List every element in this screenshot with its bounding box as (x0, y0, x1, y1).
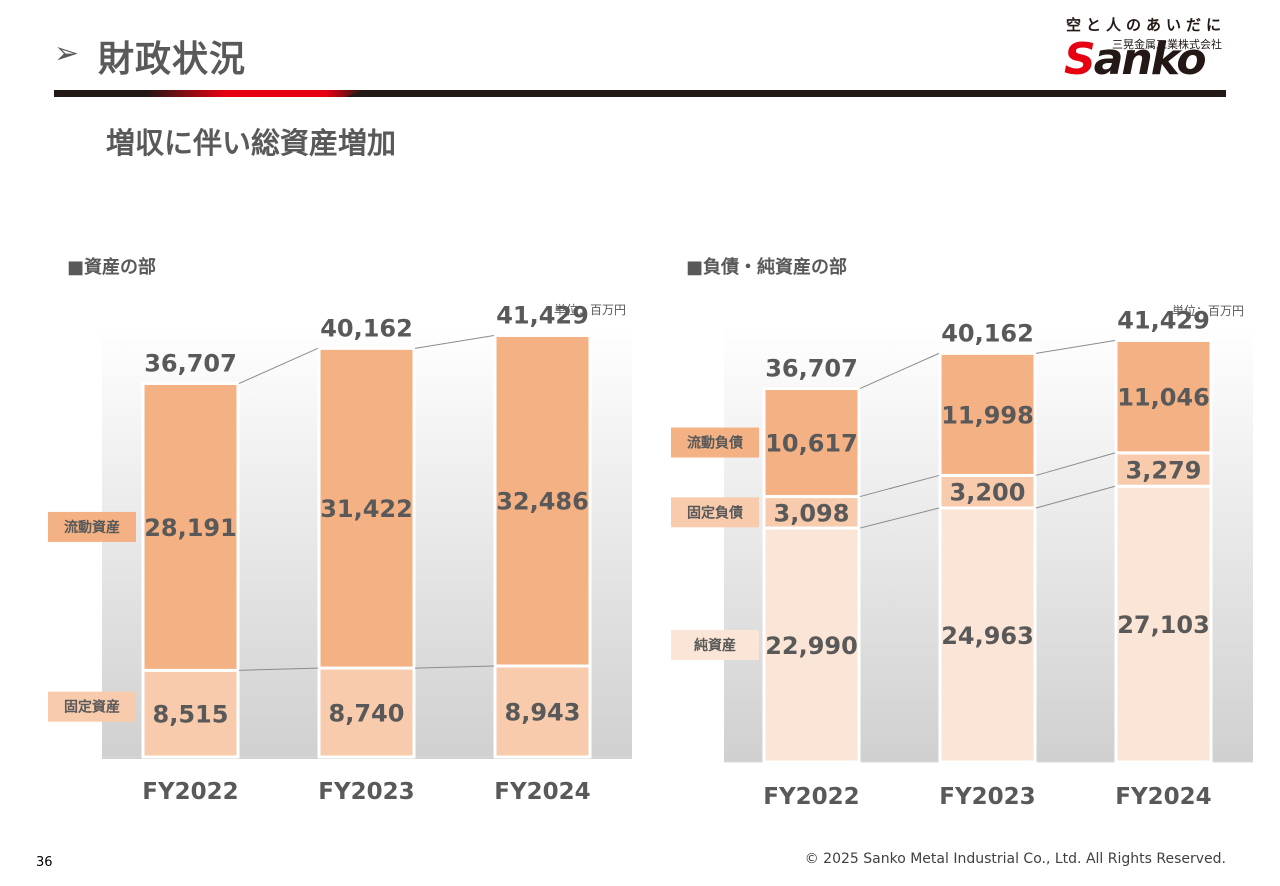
assets-connector-line (414, 665, 495, 669)
assets-value-label: 31,422 (320, 495, 413, 523)
liabilities-value-label: 3,279 (1126, 457, 1202, 485)
liabilities-value-label: 22,990 (765, 632, 858, 660)
assets-value-label: 32,486 (496, 488, 589, 516)
liabilities-bar-FY2024-流動負債 (1114, 338, 1213, 455)
assets-bar-FY2023-流動資産 (317, 346, 416, 670)
liabilities-value-label: 3,098 (774, 499, 850, 527)
liabilities-value-label: 24,963 (941, 622, 1034, 650)
assets-value-label: 8,943 (505, 699, 581, 727)
assets-legend-label: 流動資産 (64, 519, 120, 536)
assets-legend-tag (48, 511, 136, 542)
liabilities-value-label: 27,103 (1117, 611, 1210, 639)
assets-bar-FY2024-流動資産 (493, 333, 592, 668)
assets-legend-tag (48, 691, 136, 722)
liabilities-legend-tag (671, 630, 759, 661)
title-underline (54, 90, 1226, 97)
title-underline-accent (54, 90, 364, 97)
assets-category-label: FY2022 (142, 779, 238, 805)
assets-legend-label: 固定資産 (64, 699, 120, 716)
page-title: 財政状況 (98, 39, 247, 80)
liabilities-total-label: 41,429 (1117, 306, 1210, 334)
liabilities-value-label: 3,200 (950, 479, 1026, 507)
assets-unit-label: 単位：百万円 (554, 303, 627, 317)
liabilities-bar-FY2024-固定負債 (1114, 451, 1213, 488)
liabilities-category-label: FY2022 (763, 784, 859, 810)
liabilities-legend-tag (671, 427, 759, 458)
liabilities-connector-line (859, 507, 940, 529)
logo-company-name: 三晃金属工業株式会社 (1112, 38, 1222, 51)
header-arrow-icon: ➢ (54, 36, 80, 71)
assets-connector-line (238, 347, 319, 384)
liabilities-bar-FY2023-流動負債 (938, 351, 1037, 477)
liabilities-value-label: 11,998 (941, 401, 1034, 429)
liabilities-connector-line (859, 352, 940, 389)
liabilities-legend-label: 流動負債 (687, 435, 743, 452)
liabilities-total-label: 36,707 (765, 355, 858, 383)
assets-bar-FY2022-流動資産 (141, 382, 240, 672)
page-number: 36 (36, 855, 53, 870)
assets-bar-FY2023-固定資産 (317, 666, 416, 759)
liabilities-value-label: 11,046 (1117, 384, 1210, 412)
liabilities-legend-label: 固定負債 (687, 504, 743, 521)
logo-letter-s: S (1064, 34, 1096, 85)
liabilities-connector-line (1035, 339, 1116, 354)
liabilities-category-label: FY2023 (939, 784, 1035, 810)
assets-category-label: FY2024 (494, 779, 590, 805)
liabilities-value-label: 10,617 (765, 430, 858, 458)
assets-connector-line (414, 334, 495, 349)
assets-total-label: 36,707 (144, 350, 237, 378)
logo-tagline: 空と人のあいだに (1065, 16, 1226, 34)
liabilities-bar-FY2022-流動負債 (762, 387, 861, 499)
assets-value-label: 8,515 (153, 701, 229, 729)
assets-total-label: 41,429 (496, 301, 589, 329)
assets-connector-line (238, 667, 319, 671)
liabilities-bar-FY2022-純資産 (762, 526, 861, 764)
liabilities-section-title: ■負債・純資産の部 (686, 257, 848, 278)
liabilities-legend-tag (671, 497, 759, 528)
sanko-logo: Sanko (1064, 34, 1207, 85)
assets-value-label: 8,740 (329, 700, 405, 728)
assets-category-label: FY2023 (318, 779, 414, 805)
logo-letters: anko (1093, 34, 1207, 85)
slide-subtitle: 増収に伴い総資産増加 (106, 126, 397, 160)
liabilities-connector-line (1035, 485, 1116, 509)
liabilities-connector-line (859, 474, 940, 498)
assets-total-label: 40,162 (320, 314, 413, 342)
liabilities-bar-FY2023-純資産 (938, 506, 1037, 764)
liabilities-connector-line (1035, 452, 1116, 476)
assets-bar-FY2024-固定資産 (493, 664, 592, 759)
liabilities-bar-FY2024-純資産 (1114, 484, 1213, 764)
liabilities-total-label: 40,162 (941, 319, 1034, 347)
assets-value-label: 28,191 (144, 514, 237, 542)
assets-section-title: ■資産の部 (67, 257, 157, 278)
liabilities-category-label: FY2024 (1115, 784, 1211, 810)
liabilities-unit-label: 単位：百万円 (1172, 304, 1245, 318)
copyright-notice: © 2025 Sanko Metal Industrial Co., Ltd. … (804, 851, 1226, 867)
liabilities-legend-label: 純資産 (694, 637, 736, 654)
